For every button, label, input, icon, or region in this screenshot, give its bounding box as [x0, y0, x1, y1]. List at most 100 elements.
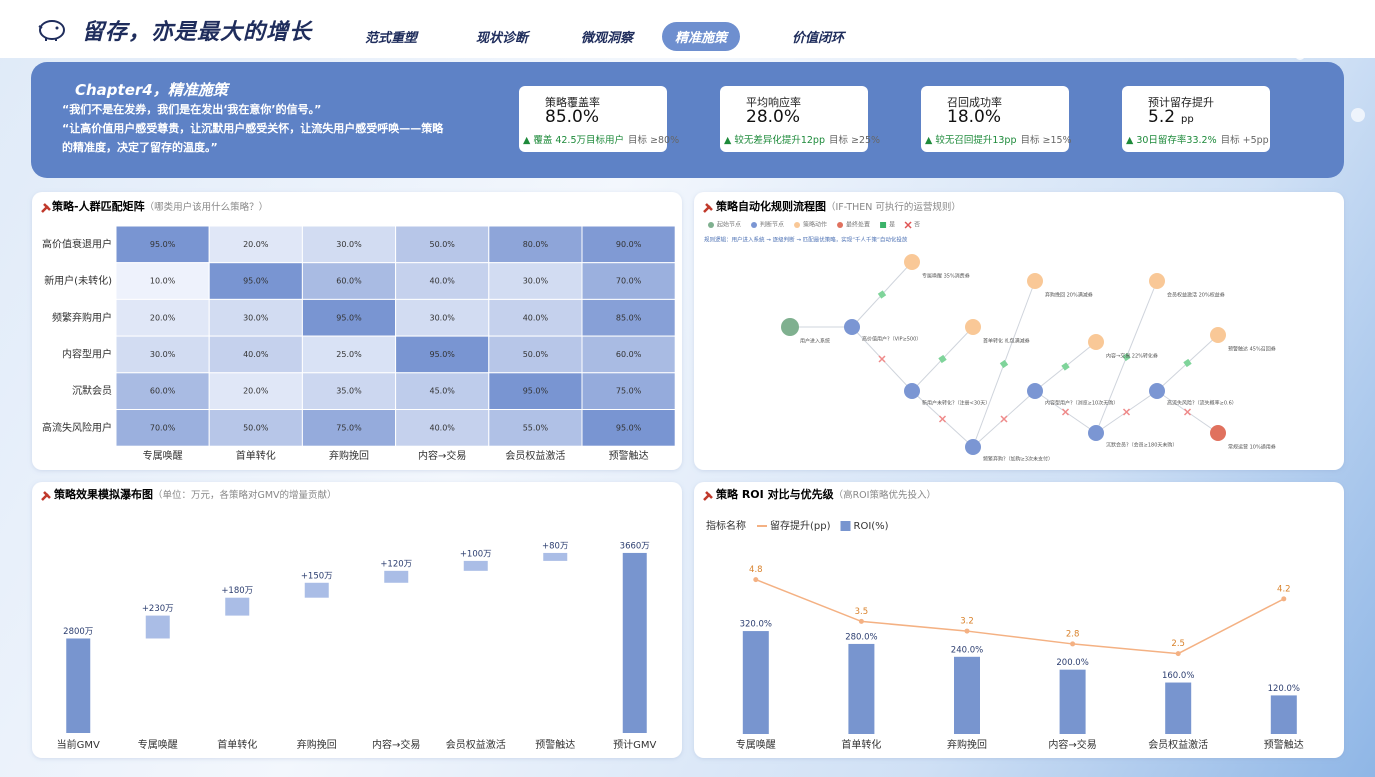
- row-label: 沉默会员: [72, 384, 112, 397]
- legend-label: 是: [889, 222, 895, 229]
- quotes: “我们不是在发券，我们是在发出‘我在意你’的信号。” “让高价值用户感受尊贵，让…: [62, 100, 454, 157]
- cell-label: 30.0%: [523, 277, 549, 286]
- point-label: 4.2: [1277, 584, 1291, 594]
- title: 策略自动化规则流程图: [715, 199, 826, 213]
- panel-title: 策略 ROI 对比与优先级（高ROI策略优先投入）: [715, 487, 936, 501]
- kpi-label: 策略覆盖率: [545, 96, 600, 109]
- point: [964, 628, 970, 634]
- node-label: 内容型用户?（浏览≥10次无购）: [1045, 400, 1118, 407]
- heat-cell: [208, 409, 303, 447]
- point-label: 3.5: [855, 607, 869, 617]
- cell-label: 70.0%: [150, 423, 176, 432]
- page-title: 留存，亦是最大的增长: [82, 20, 313, 45]
- kpi-number: 5.2: [1148, 107, 1176, 127]
- edge-no: [878, 355, 886, 363]
- nav-item[interactable]: 价值闭环: [792, 31, 845, 46]
- value-label: 2800万: [63, 627, 93, 637]
- kpi-value: 85.0%: [545, 107, 599, 127]
- kpi-note-text: ▲ 30日留存率33.2%: [1126, 135, 1217, 146]
- node-label: 频繁弃购?（加购≥3次未支付）: [983, 456, 1053, 463]
- edge-yes: [1061, 362, 1070, 371]
- cell-label: 85.0%: [616, 313, 642, 322]
- cell-label: 10.0%: [150, 277, 176, 286]
- edge-yes: [877, 290, 887, 299]
- edge-no: [1183, 408, 1192, 416]
- bar: [225, 597, 250, 616]
- cell-label: 40.0%: [429, 423, 455, 432]
- quote: “我们不是在发券，我们是在发出‘我在意你’的信号。”: [62, 103, 322, 116]
- heat-cell: [581, 225, 676, 264]
- kpi-note: ▲ 30日留存率33.2% 目标 +5pp: [1126, 132, 1269, 146]
- cell-label: 50.0%: [523, 350, 549, 359]
- bar: [954, 656, 980, 734]
- nav-item[interactable]: 范式重塑: [365, 31, 418, 46]
- heat-cell: [488, 225, 583, 264]
- subtitle: （单位：万元，各策略对GMV的增量贡献）: [153, 489, 337, 501]
- kpi-target: 目标 +5pp: [1220, 135, 1269, 146]
- node-label: 新用户未转化?（注册<30天）: [922, 400, 990, 407]
- kpi-value: 5.2 pp: [1148, 107, 1194, 127]
- bar: [1059, 669, 1086, 734]
- kpi-card: 召回成功率 18.0% ▲ 较无召回提升13pp 目标 ≥15%: [921, 86, 1072, 152]
- legend-label: 起始节点: [717, 221, 741, 229]
- node: [1210, 327, 1226, 343]
- heat-cell: [488, 298, 583, 337]
- heat-cell: [488, 372, 583, 410]
- x-tick-label: 预计GMV: [613, 738, 656, 751]
- legend-label: 策略动作: [803, 221, 827, 229]
- bar: [304, 582, 329, 598]
- x-tick-label: 当前GMV: [57, 738, 100, 751]
- x-tick-label: 会员权益激活: [1148, 738, 1208, 751]
- cell-label: 95.0%: [243, 277, 269, 286]
- node: [1149, 273, 1165, 289]
- heat-cell: [208, 225, 303, 264]
- nav-item[interactable]: 现状诊断: [476, 31, 529, 46]
- row-label: 高价值衰退用户: [42, 237, 112, 250]
- bar: [543, 552, 568, 561]
- cell-label: 50.0%: [429, 240, 455, 249]
- cell-label: 40.0%: [243, 350, 269, 359]
- node-label: 会员权益激活 20%权益券: [1167, 292, 1225, 299]
- row-label: 频繁弃购用户: [52, 311, 112, 324]
- kpi-note: ▲ 覆盖 42.5万目标用户 目标 ≥80%: [523, 132, 679, 146]
- panel: [694, 192, 1344, 470]
- node: [1088, 425, 1104, 441]
- kpi-target: 目标 ≥15%: [1020, 135, 1072, 146]
- bar: [384, 570, 409, 583]
- cell-label: 25.0%: [336, 350, 362, 359]
- cell-label: 30.0%: [150, 350, 176, 359]
- row-label: 内容型用户: [62, 347, 112, 360]
- legend-swatch: [794, 222, 801, 228]
- kpi-unit: pp: [1181, 114, 1194, 125]
- x-tick-label: 弃购挽回: [947, 738, 987, 751]
- heat-cell: [115, 225, 210, 264]
- point-label: 3.2: [960, 617, 974, 627]
- title: 策略-人群匹配矩阵: [51, 199, 145, 213]
- cell-label: 75.0%: [336, 423, 362, 432]
- cell-label: 60.0%: [336, 277, 362, 286]
- heat-cell: [208, 335, 303, 374]
- nav-item[interactable]: 微观洞察: [581, 31, 634, 46]
- node: [844, 319, 860, 335]
- cell-label: 95.0%: [150, 240, 176, 249]
- x-tick-label: 内容→交易: [372, 738, 420, 751]
- heat-cell: [115, 262, 210, 300]
- value-label: +100万: [460, 549, 492, 559]
- rule-text: 规则逻辑：用户进入系统 → 逐级判断 → 匹配最优策略，实现“千人千策”自动化投…: [704, 236, 908, 244]
- bar: [463, 560, 488, 571]
- legend-label: 最终处置: [846, 221, 870, 229]
- heat-cell: [301, 372, 397, 410]
- value-label: +80万: [542, 541, 568, 551]
- edge-yes: [938, 354, 947, 364]
- nav-item[interactable]: 精准施策: [662, 22, 741, 51]
- kpi-note: ▲ 较无召回提升13pp 目标 ≥15%: [925, 132, 1072, 146]
- panel-title: 策略-人群匹配矩阵（哪类用户该用什么策略？）: [51, 199, 268, 213]
- kpi-card: 预计留存提升 5.2 pp ▲ 30日留存率33.2% 目标 +5pp: [1122, 86, 1270, 152]
- subtitle: （IF-THEN 可执行的运营规则）: [826, 201, 961, 213]
- node-label: 专属唤醒 35%消费券: [922, 273, 970, 280]
- x-tick-label: 预警触达: [535, 738, 575, 751]
- x-tick-label: 内容→交易: [1048, 738, 1096, 751]
- x-tick-label: 弃购挽回: [329, 449, 369, 462]
- cell-label: 20.0%: [243, 387, 269, 396]
- cell-label: 40.0%: [429, 277, 455, 286]
